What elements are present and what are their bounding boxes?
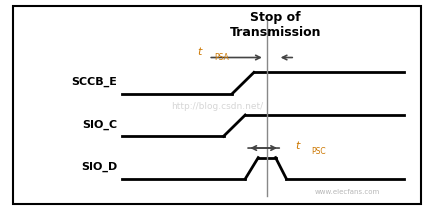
Text: SCCB_E: SCCB_E [71,77,117,87]
Text: $t$: $t$ [295,139,302,151]
Text: SIO_C: SIO_C [82,119,117,130]
Text: http://blog.csdn.net/: http://blog.csdn.net/ [171,102,263,111]
Text: $t$: $t$ [197,45,204,57]
Text: PSC: PSC [312,147,326,156]
Text: Stop of
Transmission: Stop of Transmission [230,11,321,39]
Text: SIO_D: SIO_D [81,162,117,172]
Text: www.elecfans.com: www.elecfans.com [315,189,380,195]
Text: PSA: PSA [214,53,229,62]
